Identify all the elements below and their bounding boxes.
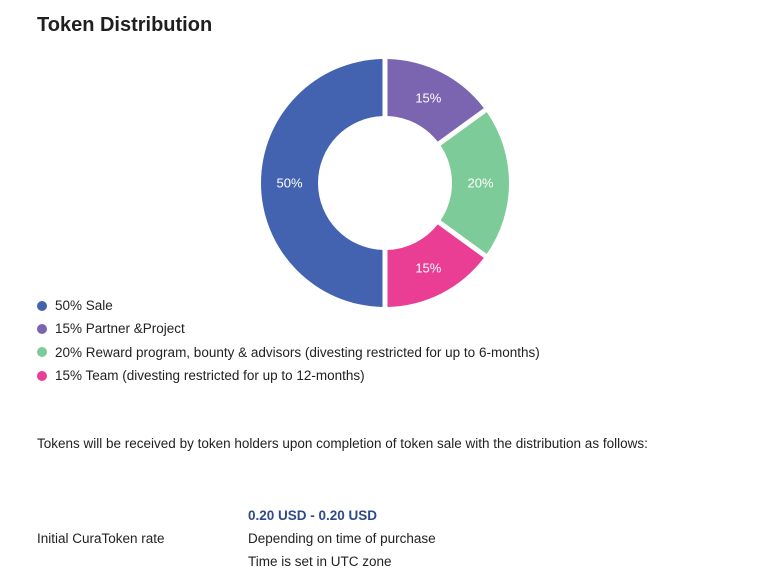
legend-label: 15% Partner &Project	[55, 321, 185, 337]
slice-label-partner-project: 15%	[415, 90, 441, 105]
slice-label-team-divesting: 15%	[415, 261, 441, 276]
slice-label-reward-program: 20%	[467, 176, 493, 191]
pie-slice-team-divesting	[387, 224, 484, 307]
rate-note-timezone: Time is set in UTC zone	[248, 554, 392, 569]
distribution-intro-text: Tokens will be received by token holders…	[37, 436, 648, 451]
chart-legend: 50% Sale 15% Partner &Project 20% Reward p…	[37, 294, 540, 387]
rate-value: 0.20 USD - 0.20 USD	[248, 508, 378, 523]
slice-label-sale: 50%	[276, 176, 302, 191]
legend-item: 20% Reward program, bounty & advisors (d…	[37, 341, 540, 364]
legend-item: 50% Sale	[37, 294, 540, 317]
legend-marker	[37, 370, 47, 381]
legend-label: 15% Team (divesting restricted for up to…	[55, 368, 365, 384]
legend-item: 15% Team (divesting restricted for up to…	[37, 364, 540, 387]
legend-marker	[37, 347, 47, 358]
donut-chart: 50% 15% 20% 15%	[261, 59, 509, 307]
pie-slice-partner-project	[387, 59, 484, 142]
legend-marker	[37, 300, 47, 311]
legend-label: 20% Reward program, bounty & advisors (d…	[55, 344, 540, 360]
pie-slice-reward-program	[440, 112, 509, 254]
rate-note-purchase-time: Depending on time of purchase	[248, 531, 436, 546]
rate-label: Initial CuraToken rate	[37, 531, 165, 546]
chart-title: Token Distribution	[37, 14, 213, 36]
legend-marker	[37, 323, 47, 334]
legend-label: 50% Sale	[55, 298, 113, 314]
legend-item: 15% Partner &Project	[37, 317, 540, 340]
